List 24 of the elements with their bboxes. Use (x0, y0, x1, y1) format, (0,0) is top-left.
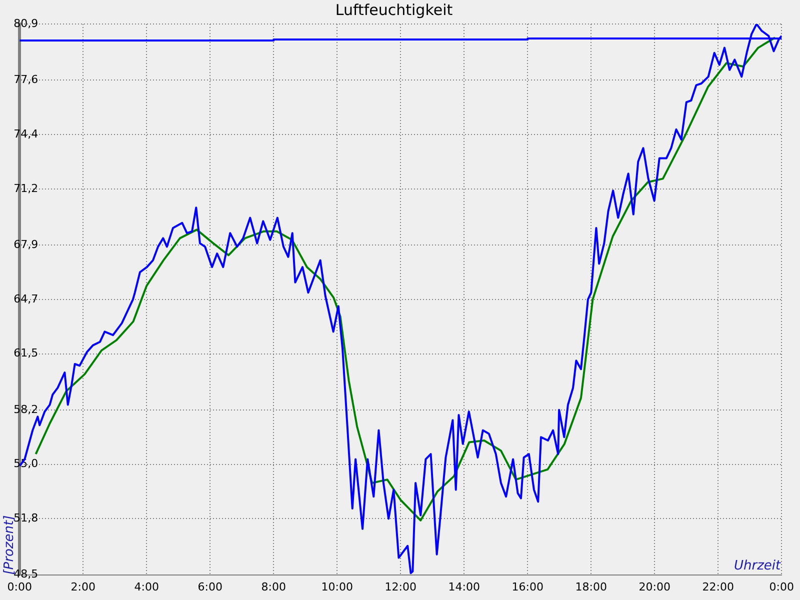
y-tick-label: 80,9 (14, 16, 38, 30)
x-tick-label: 14:00 (448, 580, 480, 594)
x-tick-label: 0:00 (7, 580, 32, 594)
x-tick-label: 22:00 (702, 580, 734, 594)
y-tick-label: 64,7 (14, 292, 38, 306)
y-tick-label: 51,8 (14, 512, 38, 525)
x-tick-label: 18:00 (575, 580, 607, 594)
y-tick-label: 74,4 (14, 127, 38, 140)
x-axis-title: Uhrzeit (734, 558, 782, 574)
x-tick-label: 4:00 (134, 580, 159, 594)
x-tick-label: 6:00 (198, 580, 222, 594)
x-tick-label: 0:00 (769, 580, 794, 594)
x-tick-label: 16:00 (512, 580, 544, 594)
x-tick-label: 8:00 (261, 580, 286, 594)
y-tick-label: 67,9 (14, 238, 38, 251)
y-tick-label: 71,2 (14, 182, 38, 195)
chart-title: Luftfeuchtigkeit (335, 0, 453, 19)
x-tick-label: 10:00 (321, 580, 353, 594)
y-tick-label: 61,5 (14, 346, 38, 360)
x-tick-label: 20:00 (638, 580, 670, 594)
x-tick-label: 12:00 (384, 580, 416, 594)
x-tick-label: 2:00 (70, 580, 96, 594)
y-tick-label: 58,2 (14, 402, 38, 416)
y-tick-label: 77,6 (14, 72, 38, 86)
